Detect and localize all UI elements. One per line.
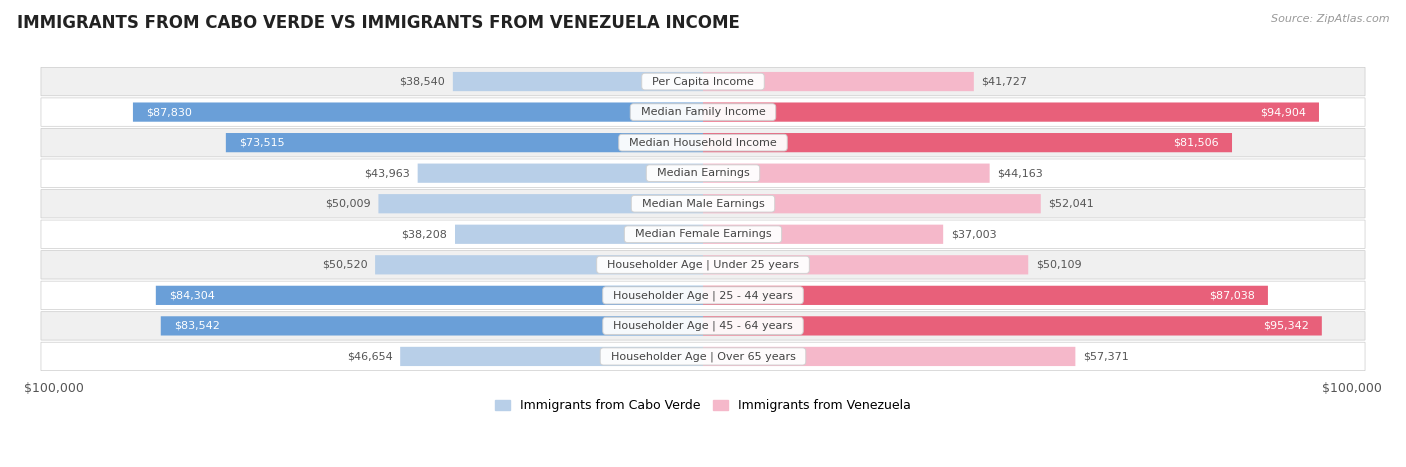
FancyBboxPatch shape <box>226 133 703 152</box>
Text: $41,727: $41,727 <box>981 77 1028 86</box>
Text: $83,542: $83,542 <box>174 321 219 331</box>
FancyBboxPatch shape <box>703 255 1028 275</box>
Text: $46,654: $46,654 <box>347 352 392 361</box>
Text: $95,342: $95,342 <box>1263 321 1309 331</box>
Text: $37,003: $37,003 <box>950 229 997 239</box>
FancyBboxPatch shape <box>134 102 703 122</box>
FancyBboxPatch shape <box>703 194 1040 213</box>
FancyBboxPatch shape <box>41 342 1365 371</box>
Text: $50,009: $50,009 <box>325 199 371 209</box>
Text: $94,904: $94,904 <box>1260 107 1306 117</box>
FancyBboxPatch shape <box>156 286 703 305</box>
Text: Median Earnings: Median Earnings <box>650 168 756 178</box>
Text: Householder Age | Over 65 years: Householder Age | Over 65 years <box>603 351 803 361</box>
FancyBboxPatch shape <box>41 220 1365 248</box>
Text: Median Household Income: Median Household Income <box>621 138 785 148</box>
Text: Median Family Income: Median Family Income <box>634 107 772 117</box>
Text: $57,371: $57,371 <box>1083 352 1129 361</box>
FancyBboxPatch shape <box>703 347 1076 366</box>
FancyBboxPatch shape <box>41 98 1365 126</box>
Text: $84,304: $84,304 <box>169 290 215 300</box>
Text: $87,038: $87,038 <box>1209 290 1256 300</box>
FancyBboxPatch shape <box>703 133 1232 152</box>
Text: Householder Age | 45 - 64 years: Householder Age | 45 - 64 years <box>606 321 800 331</box>
FancyBboxPatch shape <box>456 225 703 244</box>
FancyBboxPatch shape <box>401 347 703 366</box>
Text: IMMIGRANTS FROM CABO VERDE VS IMMIGRANTS FROM VENEZUELA INCOME: IMMIGRANTS FROM CABO VERDE VS IMMIGRANTS… <box>17 14 740 32</box>
Text: $81,506: $81,506 <box>1174 138 1219 148</box>
Legend: Immigrants from Cabo Verde, Immigrants from Venezuela: Immigrants from Cabo Verde, Immigrants f… <box>491 394 915 417</box>
FancyBboxPatch shape <box>703 316 1322 335</box>
FancyBboxPatch shape <box>41 311 1365 340</box>
Text: $50,520: $50,520 <box>322 260 367 270</box>
FancyBboxPatch shape <box>703 225 943 244</box>
Text: Householder Age | 25 - 44 years: Householder Age | 25 - 44 years <box>606 290 800 301</box>
Text: $43,963: $43,963 <box>364 168 411 178</box>
FancyBboxPatch shape <box>703 163 990 183</box>
Text: Householder Age | Under 25 years: Householder Age | Under 25 years <box>600 260 806 270</box>
FancyBboxPatch shape <box>703 102 1319 122</box>
FancyBboxPatch shape <box>375 255 703 275</box>
FancyBboxPatch shape <box>41 128 1365 157</box>
Text: $38,208: $38,208 <box>401 229 447 239</box>
Text: $52,041: $52,041 <box>1049 199 1094 209</box>
Text: Median Male Earnings: Median Male Earnings <box>634 199 772 209</box>
Text: $87,830: $87,830 <box>146 107 191 117</box>
FancyBboxPatch shape <box>41 281 1365 310</box>
FancyBboxPatch shape <box>453 72 703 91</box>
FancyBboxPatch shape <box>41 190 1365 218</box>
FancyBboxPatch shape <box>418 163 703 183</box>
FancyBboxPatch shape <box>378 194 703 213</box>
Text: Per Capita Income: Per Capita Income <box>645 77 761 86</box>
FancyBboxPatch shape <box>703 72 974 91</box>
Text: $50,109: $50,109 <box>1036 260 1081 270</box>
Text: Source: ZipAtlas.com: Source: ZipAtlas.com <box>1271 14 1389 24</box>
Text: $73,515: $73,515 <box>239 138 284 148</box>
FancyBboxPatch shape <box>160 316 703 335</box>
FancyBboxPatch shape <box>703 286 1268 305</box>
FancyBboxPatch shape <box>41 67 1365 96</box>
FancyBboxPatch shape <box>41 251 1365 279</box>
Text: $38,540: $38,540 <box>399 77 446 86</box>
Text: Median Female Earnings: Median Female Earnings <box>627 229 779 239</box>
Text: $44,163: $44,163 <box>997 168 1043 178</box>
FancyBboxPatch shape <box>41 159 1365 187</box>
